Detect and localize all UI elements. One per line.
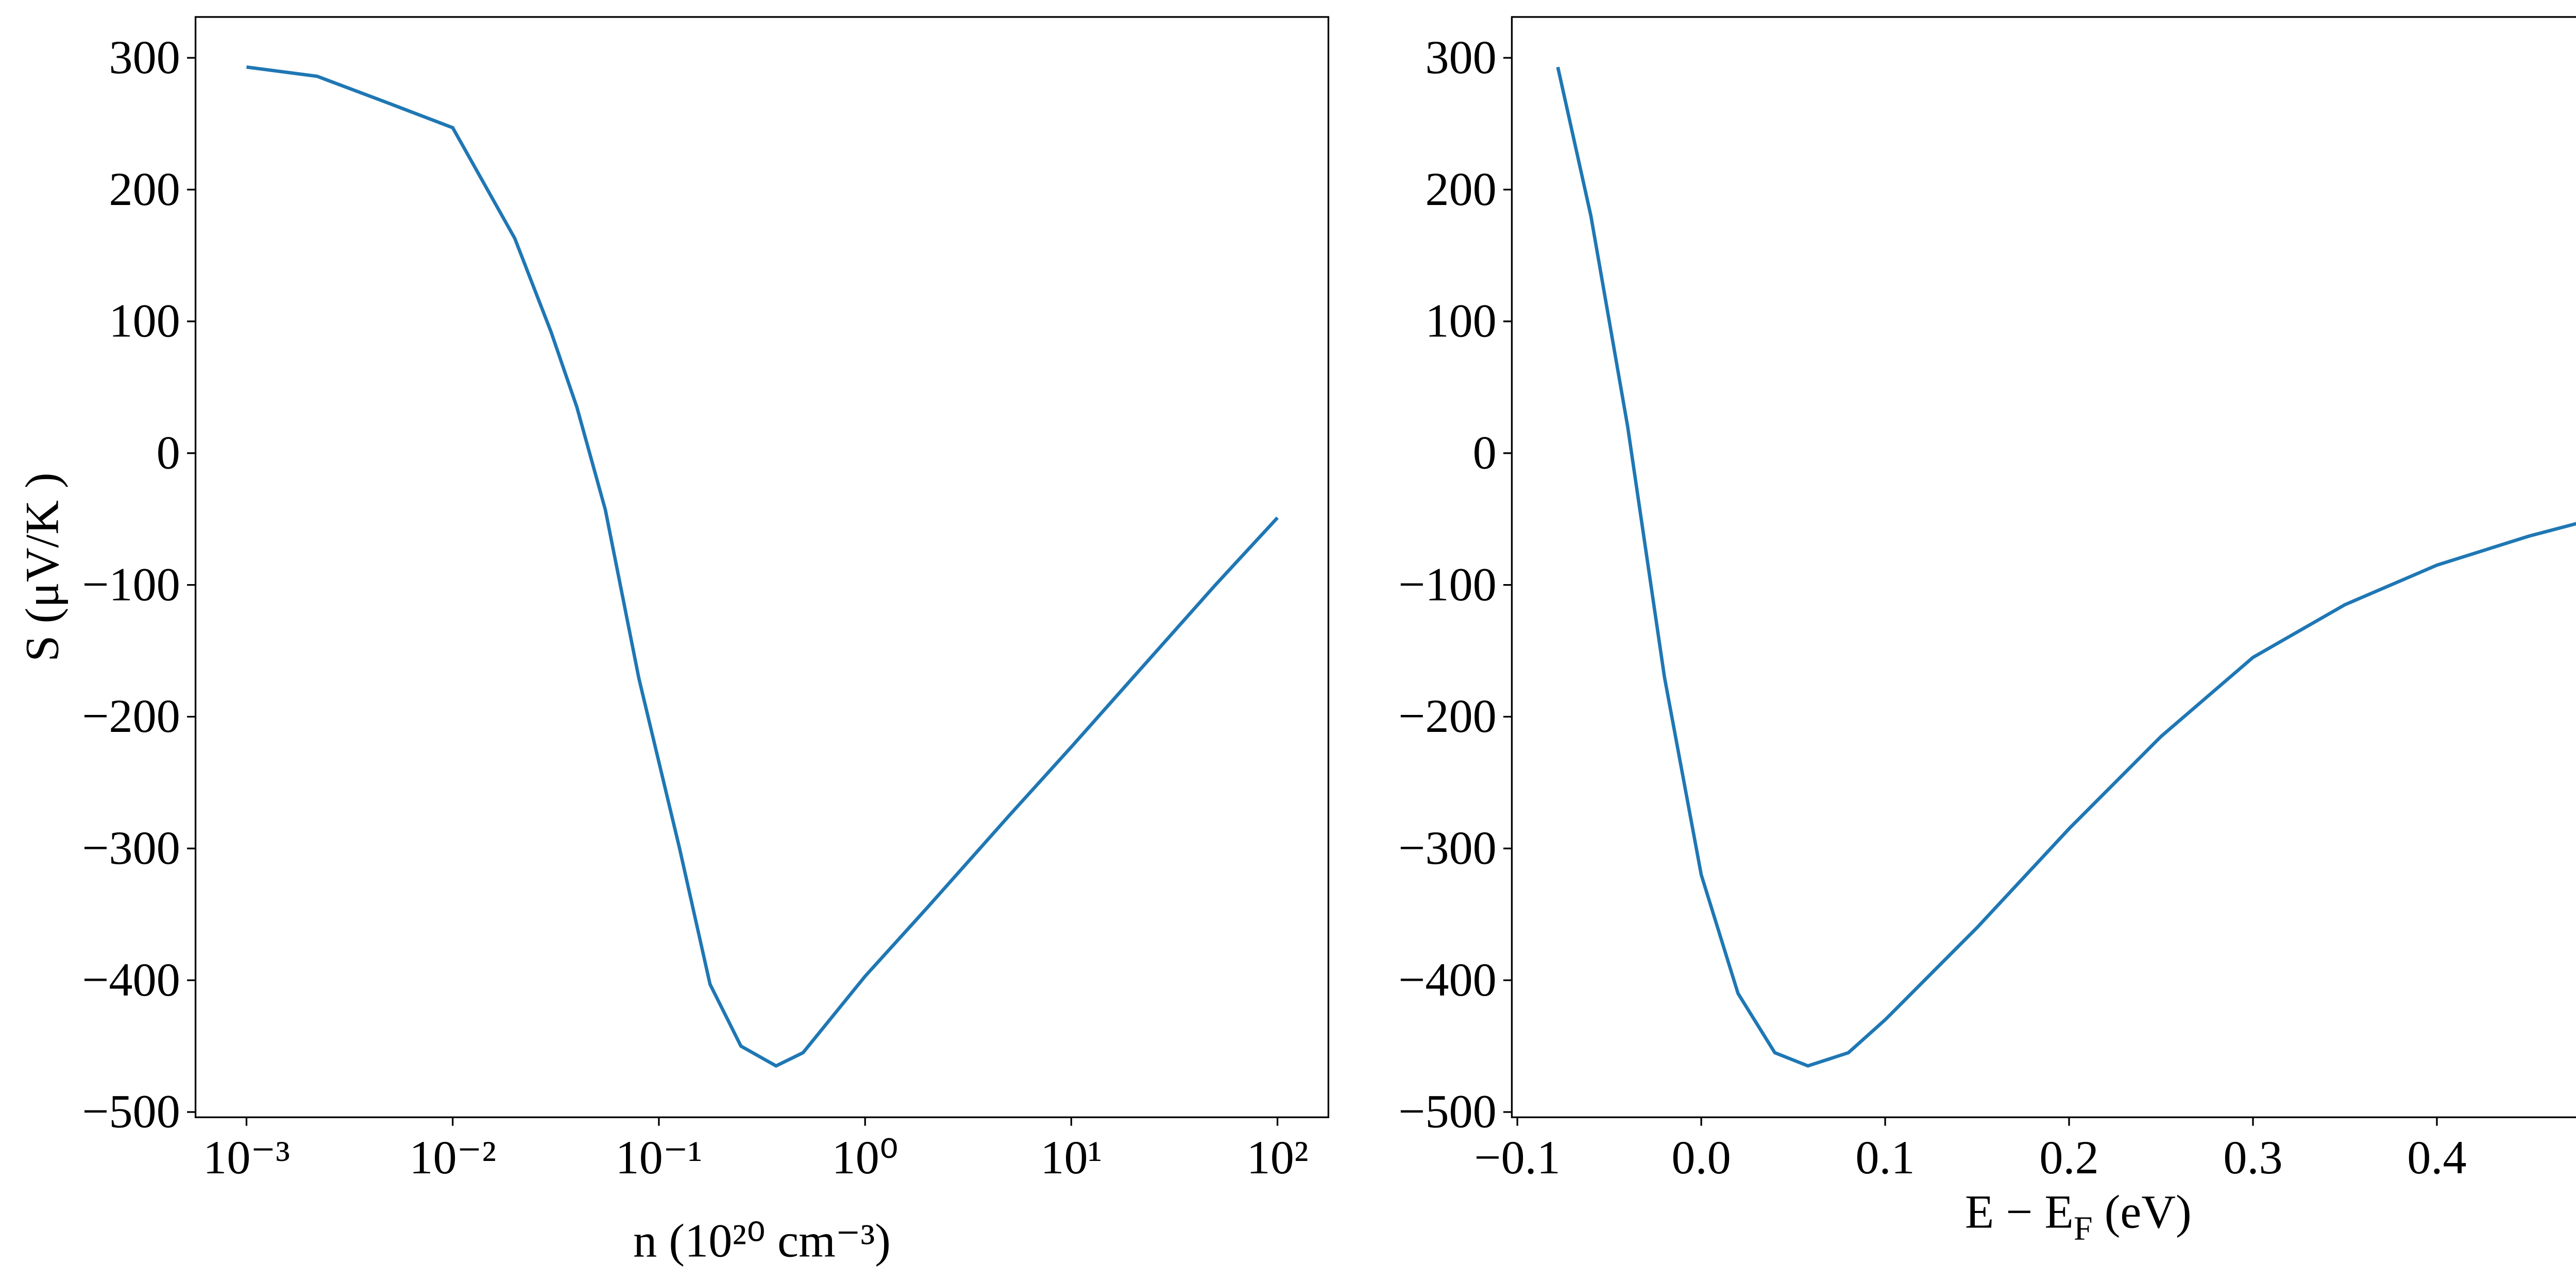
x-tick-label: −0.1	[1474, 1131, 1560, 1184]
y-tick-label: −300	[1398, 822, 1497, 874]
x-axis-label-part: F	[2074, 1210, 2093, 1247]
y-tick-label: −300	[82, 822, 180, 874]
x-tick-label: 10⁻³	[203, 1131, 290, 1184]
y-tick-label: 100	[109, 295, 180, 347]
axes-frame	[194, 16, 1330, 1118]
x-tick-label: 0.4	[2407, 1131, 2466, 1184]
y-tick-label: −200	[82, 690, 180, 742]
y-tick-label: −400	[82, 953, 180, 1006]
y-tick-label: −500	[1398, 1085, 1497, 1138]
data-line	[1556, 66, 2576, 1068]
x-axis-label: n (10²⁰ cm⁻³)	[633, 1215, 891, 1267]
y-tick-label: 200	[1425, 163, 1496, 215]
y-tick-label: 0	[1473, 426, 1497, 478]
y-tick-label: 0	[157, 426, 180, 478]
x-tick-label: 0.3	[2223, 1131, 2282, 1184]
x-tick-label: 0.1	[1855, 1131, 1914, 1184]
y-axis-label: S (μV/K )	[15, 472, 68, 661]
y-tick-label: −100	[1398, 558, 1497, 610]
y-tick-label: 300	[109, 31, 180, 83]
y-tick-label: −200	[1398, 690, 1497, 742]
y-tick-label: 100	[1425, 295, 1496, 347]
y-tick-label: −500	[82, 1085, 180, 1138]
x-tick-label: 0.0	[1671, 1131, 1731, 1184]
y-tick-label: −400	[1398, 953, 1497, 1006]
x-axis-label-part: E − E	[1965, 1186, 2074, 1238]
y-tick-label: 300	[1425, 31, 1496, 83]
x-tick-label: 10²	[1247, 1131, 1309, 1184]
x-tick-label: 10⁰	[832, 1131, 898, 1184]
y-tick-label: 200	[109, 163, 180, 215]
x-tick-label: 10⁻²	[409, 1131, 496, 1184]
x-tick-label: 10⁻¹	[616, 1131, 703, 1184]
x-axis-label: E − EF (eV)	[1965, 1186, 2192, 1247]
x-tick-label: 10¹	[1040, 1131, 1102, 1184]
data-line	[246, 65, 1279, 1068]
y-tick-label: −100	[82, 558, 180, 610]
axes-frame	[1511, 16, 2576, 1118]
x-axis-label-part: (eV)	[2093, 1186, 2192, 1238]
x-tick-label: 0.2	[2039, 1131, 2098, 1184]
